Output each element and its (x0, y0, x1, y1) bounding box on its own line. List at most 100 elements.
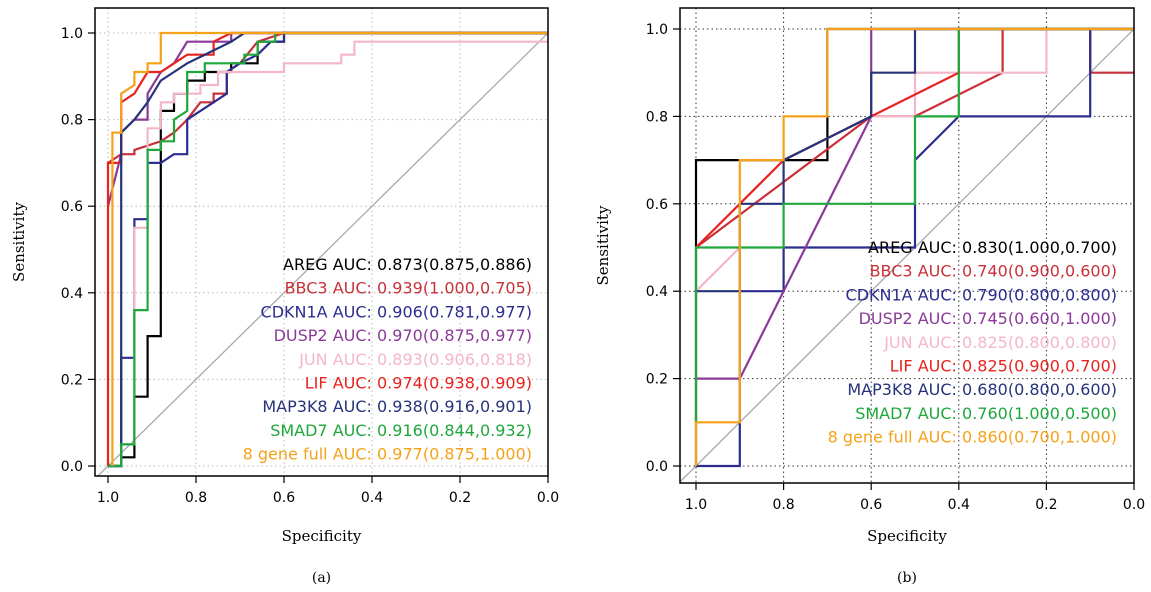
legend-entry: CDKN1A AUC: 0.906(0.781,0.977) (261, 302, 532, 321)
panel-label: (b) (897, 570, 917, 586)
legend-auc-value: 0.938(0.916,0.901) (377, 397, 532, 416)
legend-entry: DUSP2 AUC: 0.745(0.600,1.000) (859, 309, 1117, 328)
legend-entry: SMAD7 AUC: 0.760(1.000,0.500) (855, 404, 1117, 423)
x-tick-label: 1.0 (97, 490, 119, 506)
series-lines (106, 31, 548, 468)
roc-curve-8-gene-full (694, 27, 1134, 466)
legend-entry: BBC3 AUC: 0.740(0.900,0.600) (870, 262, 1117, 281)
y-tick-label: 0.4 (61, 286, 83, 302)
roc-curve-jun (120, 40, 548, 466)
legend-entry: LIF AUC: 0.974(0.938,0.909) (305, 374, 532, 393)
legend-series-name: LIF (890, 357, 913, 376)
x-tick-label: 0.0 (537, 490, 559, 506)
y-tick-label: 1.0 (646, 22, 668, 38)
legend-entry: AREG AUC: 0.873(0.875,0.886) (283, 255, 532, 274)
legend-entry: JUN AUC: 0.825(0.800,0.800) (883, 333, 1117, 352)
y-tick-label: 0.8 (646, 109, 668, 125)
y-tick-label: 0.8 (61, 113, 83, 129)
legend-auc-label: AUC: (918, 428, 962, 447)
legend-series-name: SMAD7 (270, 421, 327, 440)
legend-auc-label: AUC: (918, 404, 962, 423)
legend: AREG AUC: 0.830(1.000,0.700) BBC3 AUC: 0.… (828, 238, 1117, 447)
legend-auc-value: 0.760(1.000,0.500) (962, 404, 1117, 423)
x-tick-label: 1.0 (685, 497, 707, 513)
plot-frame (94, 7, 549, 477)
legend-auc-value: 0.825(0.900,0.700) (962, 357, 1117, 376)
roc-curve-bbc3 (107, 31, 548, 164)
legend-entry: LIF AUC: 0.825(0.900,0.700) (890, 357, 1117, 376)
x-tick-label: 0.2 (449, 490, 471, 506)
legend-series-name: MAP3K8 (847, 380, 912, 399)
legend-auc-value: 0.790(0.800,0.800) (962, 285, 1117, 304)
x-tick-label: 0.0 (1123, 497, 1145, 513)
legend-series-name: 8 gene full (243, 445, 328, 464)
legend-auc-label: AUC: (333, 350, 377, 369)
series-lines (694, 27, 1134, 468)
x-tick-label: 0.2 (1035, 497, 1057, 513)
legend-auc-label: AUC: (918, 285, 962, 304)
legend-entry: AREG AUC: 0.830(1.000,0.700) (868, 238, 1117, 257)
legend-entry: 8 gene full AUC: 0.977(0.875,1.000) (243, 445, 532, 464)
roc-curve-smad7 (108, 31, 548, 468)
legend-entry: CDKN1A AUC: 0.790(0.800,0.800) (846, 285, 1117, 304)
legend-series-name: AREG (283, 255, 328, 274)
legend-auc-value: 0.873(0.875,0.886) (377, 255, 532, 274)
legend-auc-label: AUC: (333, 279, 377, 298)
legend-auc-label: AUC: (333, 374, 377, 393)
legend-series-name: CDKN1A (261, 302, 328, 321)
legend-auc-value: 0.906(0.781,0.977) (377, 302, 532, 321)
x-axis-label: Specificity (867, 527, 947, 545)
x-tick-label: 0.8 (185, 490, 207, 506)
legend-auc-label: AUC: (918, 262, 962, 281)
legend-entry: MAP3K8 AUC: 0.680(0.800,0.600) (847, 380, 1117, 399)
legend-auc-value: 0.740(0.900,0.600) (962, 262, 1117, 281)
legend-auc-value: 0.974(0.938,0.909) (377, 374, 532, 393)
x-tick-label: 0.4 (948, 497, 970, 513)
y-tick-label: 1.0 (61, 26, 83, 42)
y-tick-label: 0.4 (646, 284, 668, 300)
legend-auc-value: 0.893(0.906,0.818) (377, 350, 532, 369)
legend-auc-value: 0.680(0.800,0.600) (962, 380, 1117, 399)
y-tick-label: 0.6 (61, 199, 83, 215)
legend-auc-label: AUC: (333, 302, 377, 321)
roc-curve-smad7 (694, 27, 1134, 423)
legend-entry: SMAD7 AUC: 0.916(0.844,0.932) (270, 421, 532, 440)
legend-auc-label: AUC: (918, 238, 962, 257)
legend-entry: MAP3K8 AUC: 0.938(0.916,0.901) (262, 397, 532, 416)
legend-series-name: CDKN1A (846, 285, 913, 304)
legend-auc-label: AUC: (918, 333, 962, 352)
legend-auc-value: 0.916(0.844,0.932) (377, 421, 532, 440)
y-axis-label: Sensitivity (594, 205, 612, 285)
diagonal-reference-line (96, 32, 548, 476)
legend-auc-label: AUC: (333, 445, 377, 464)
y-tick-label: 0.2 (61, 372, 83, 388)
x-axis-label: Specificity (282, 527, 362, 545)
legend-series-name: 8 gene full (828, 428, 913, 447)
panel-label: (a) (312, 570, 331, 586)
legend-series-name: LIF (305, 374, 328, 393)
legend-auc-label: AUC: (918, 357, 962, 376)
legend-entry: DUSP2 AUC: 0.970(0.875,0.977) (274, 326, 532, 345)
legend-series-name: BBC3 (285, 279, 328, 298)
legend-auc-label: AUC: (918, 380, 962, 399)
legend: AREG AUC: 0.873(0.875,0.886) BBC3 AUC: 0.… (243, 255, 532, 464)
legend-auc-label: AUC: (918, 309, 962, 328)
y-tick-label: 0.2 (646, 372, 668, 388)
legend-auc-value: 0.939(1.000,0.705) (377, 279, 532, 298)
plot-frame (679, 7, 1135, 484)
legend-series-name: JUN (298, 350, 327, 369)
roc-curve-map3k8 (108, 31, 548, 468)
legend-auc-value: 0.825(0.800,0.800) (962, 333, 1117, 352)
x-tick-label: 0.8 (772, 497, 794, 513)
legend-series-name: SMAD7 (855, 404, 912, 423)
roc-panel-b: 1.0 0.8 0.6 0.4 0.2 0.0 0.0 0.2 0.4 0.6 0.8 1.0 Spec… (594, 7, 1145, 586)
y-tick-label: 0.0 (61, 459, 83, 475)
x-tick-label: 0.6 (860, 497, 882, 513)
legend-series-name: BBC3 (870, 262, 913, 281)
y-tick-label: 0.6 (646, 197, 668, 213)
legend-auc-value: 0.745(0.600,1.000) (962, 309, 1117, 328)
legend-series-name: JUN (883, 333, 912, 352)
x-tick-label: 0.6 (273, 490, 295, 506)
y-tick-label: 0.0 (646, 459, 668, 475)
